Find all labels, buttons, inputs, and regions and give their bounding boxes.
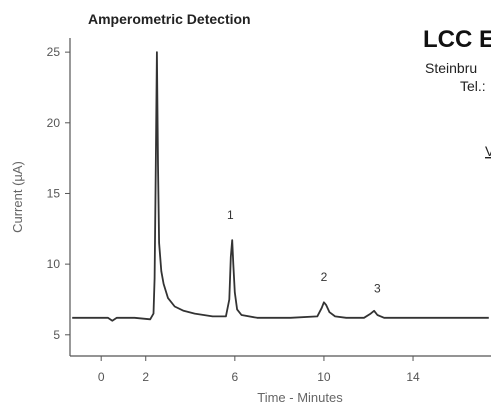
y-tick-label: 10 xyxy=(47,257,61,271)
peak-label-3: 3 xyxy=(374,281,381,295)
y-tick-label: 20 xyxy=(47,116,61,130)
peak-labels: 1 2 3 xyxy=(227,208,381,295)
y-axis-ticks: 5 10 15 20 25 xyxy=(47,45,70,342)
chart-title: Amperometric Detection xyxy=(88,11,251,27)
peak-label-1: 1 xyxy=(227,208,234,222)
y-tick-label: 15 xyxy=(47,186,61,200)
brand-name: LCC E xyxy=(423,26,491,53)
y-axis-label: Current (µA) xyxy=(10,161,25,233)
x-tick-label: 10 xyxy=(317,370,331,384)
y-tick-label: 25 xyxy=(47,45,61,59)
y-tick-label: 5 xyxy=(53,328,60,342)
x-axis-label: Time - Minutes xyxy=(257,390,343,405)
x-tick-label: 2 xyxy=(142,370,149,384)
brand-address: Steinbru xyxy=(425,60,477,76)
x-tick-label: 14 xyxy=(406,370,420,384)
x-tick-label: 6 xyxy=(231,370,238,384)
series-line-current xyxy=(72,51,489,322)
brand-block: LCC E Steinbru Tel.: V xyxy=(423,26,491,159)
brand-phone: Tel.: xyxy=(460,78,486,94)
x-tick-label: 0 xyxy=(98,370,105,384)
x-axis-ticks: 0 2 6 10 14 xyxy=(98,356,420,384)
brand-web: V xyxy=(485,143,491,159)
peak-label-2: 2 xyxy=(321,270,328,284)
